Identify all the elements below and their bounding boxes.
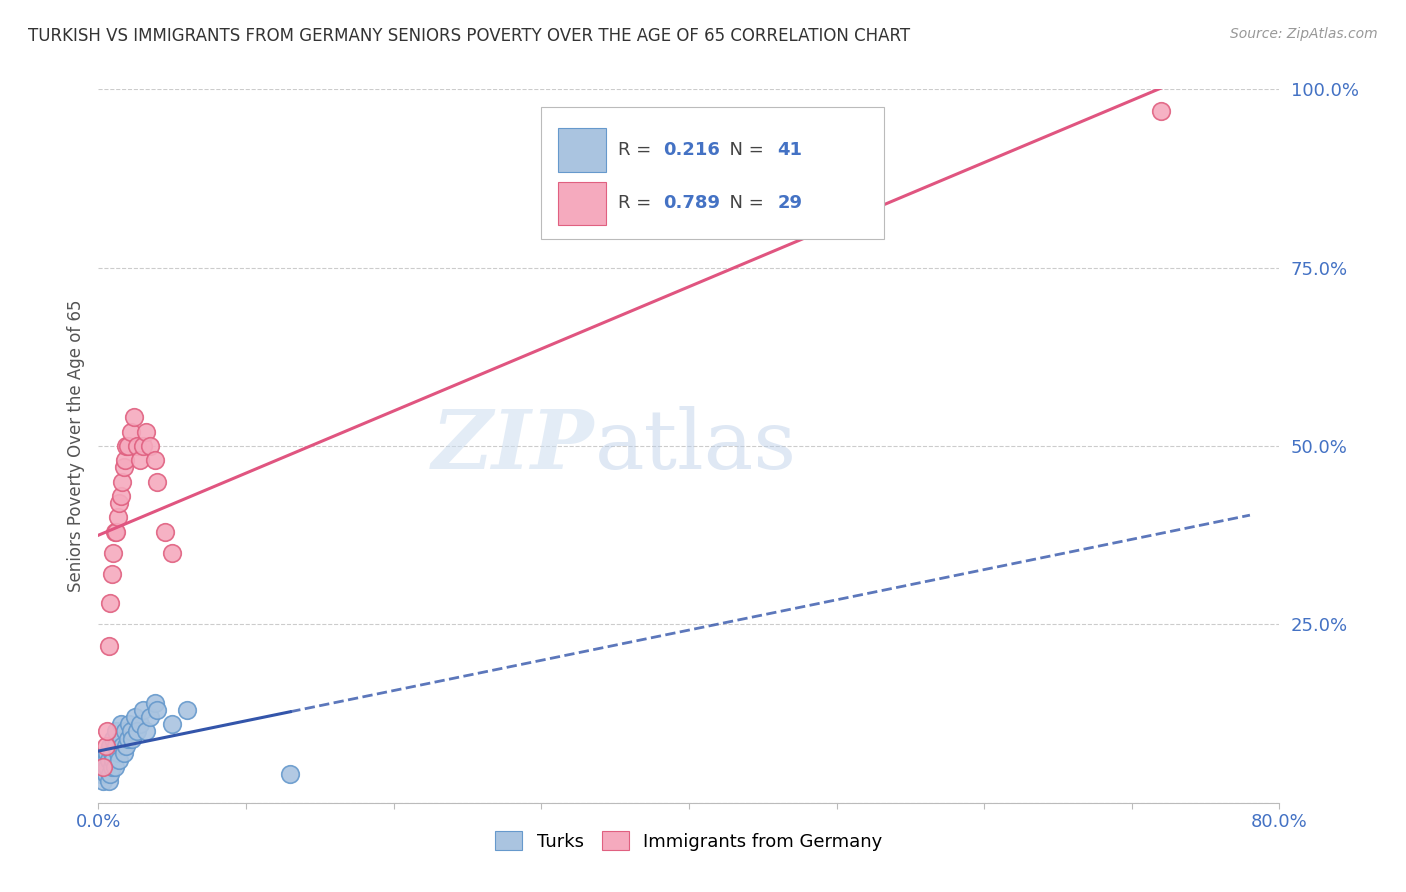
Point [90,767,112,781]
Point [153,524,176,539]
Text: Source: ZipAtlas.com: Source: ZipAtlas.com [1230,27,1378,41]
Point [104,524,127,539]
Point [120,425,142,439]
Point [120,724,142,739]
Point [121,731,143,746]
Point [108,496,131,510]
Point [96,746,118,760]
Point [100,760,122,774]
Point [105,524,128,539]
Point [105,724,128,739]
Point [280,767,302,781]
Point [135,425,157,439]
Text: 41: 41 [778,141,803,159]
Text: N =: N = [718,141,770,159]
Point [100,746,122,760]
Point [111,475,134,489]
Point [114,724,136,739]
Point [139,710,162,724]
Point [98,739,121,753]
Point [91,774,114,789]
FancyBboxPatch shape [541,107,884,239]
Point [107,746,129,760]
Point [122,410,145,425]
Point [132,703,155,717]
Point [143,696,166,710]
FancyBboxPatch shape [558,128,606,171]
Point [97,639,120,653]
Text: R =: R = [619,194,657,212]
Point [128,453,150,467]
Text: R =: R = [619,141,657,159]
Point [124,710,146,724]
Point [104,760,127,774]
Point [94,753,117,767]
Point [115,739,138,753]
Point [96,760,118,774]
Text: N =: N = [718,194,770,212]
Point [118,717,141,731]
Point [110,731,132,746]
Point [103,546,125,560]
Point [107,510,129,524]
Point [98,596,121,610]
Point [115,439,138,453]
Point [114,453,136,467]
Point [105,739,128,753]
Point [97,753,120,767]
Point [146,475,169,489]
Point [94,767,117,781]
Point [162,546,183,560]
Point [108,753,131,767]
Point [91,760,114,774]
Point [125,724,148,739]
Point [128,717,150,731]
Text: atlas: atlas [595,406,797,486]
Point [111,739,134,753]
Point [117,731,139,746]
Point [110,489,132,503]
Point [112,460,135,475]
Point [94,739,117,753]
Point [146,703,169,717]
Point [110,717,132,731]
Point [135,724,157,739]
FancyBboxPatch shape [558,182,606,225]
Point [96,724,118,739]
Text: TURKISH VS IMMIGRANTS FROM GERMANY SENIORS POVERTY OVER THE AGE OF 65 CORRELATIO: TURKISH VS IMMIGRANTS FROM GERMANY SENIO… [28,27,910,45]
Legend: Turks, Immigrants from Germany: Turks, Immigrants from Germany [481,817,897,865]
Point [103,753,125,767]
Point [112,746,135,760]
Point [97,774,120,789]
Point [162,717,183,731]
Point [117,439,139,453]
Text: 0.789: 0.789 [664,194,720,212]
Point [139,439,162,453]
Point [93,760,115,774]
Point [1150,103,1173,118]
Text: ZIP: ZIP [432,406,595,486]
Text: 29: 29 [778,194,803,212]
Y-axis label: Seniors Poverty Over the Age of 65: Seniors Poverty Over the Age of 65 [66,300,84,592]
Text: 0.216: 0.216 [664,141,720,159]
Point [176,703,198,717]
Point [125,439,148,453]
Point [100,567,122,582]
Point [98,767,121,781]
Point [132,439,155,453]
Point [103,731,125,746]
Point [143,453,166,467]
